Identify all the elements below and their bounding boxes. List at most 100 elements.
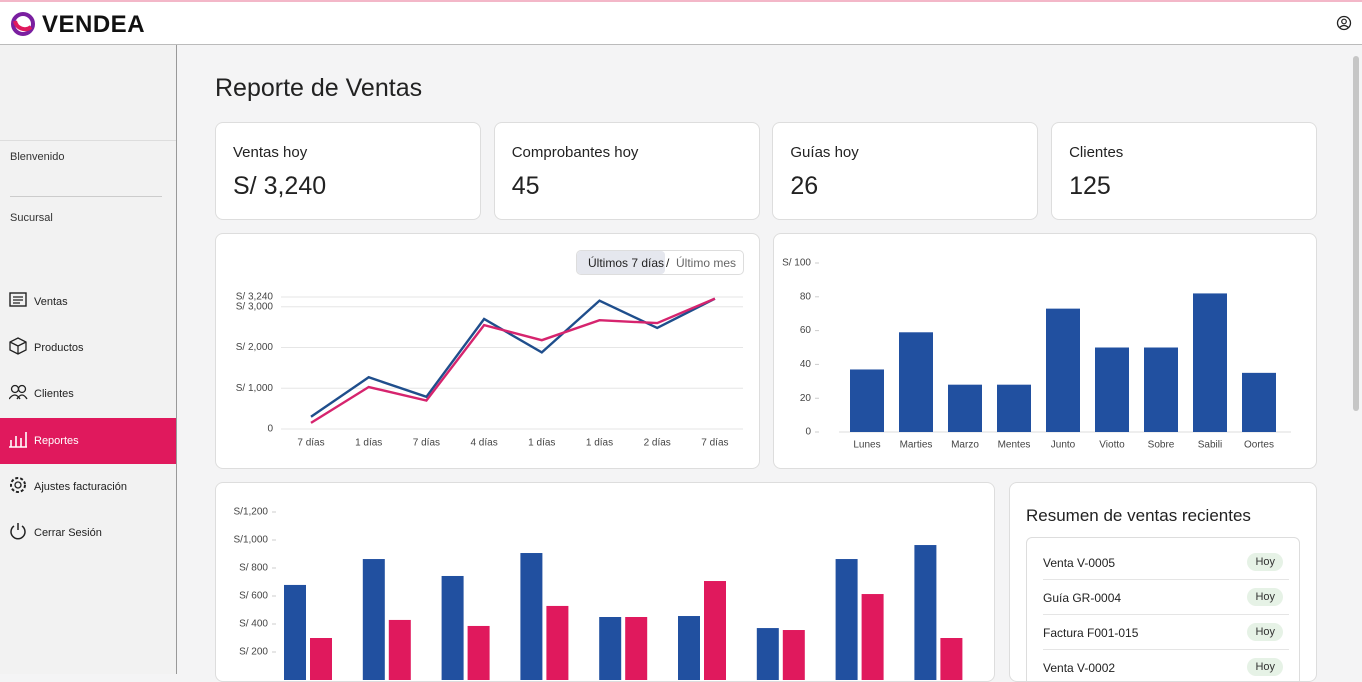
bar: [467, 625, 490, 680]
x-tick-label: Junto: [1051, 440, 1076, 451]
range-toggle: Últimos 7 días / Último mes: [576, 250, 744, 275]
recent-card: Resumen de ventas recientes Venta V-0005…: [1009, 482, 1317, 682]
y-tick-label: S/ 3,240: [236, 292, 274, 303]
bar: [704, 581, 726, 680]
y-tick-label: S/ 3,000: [236, 301, 274, 312]
y-tick-label: S/ 400: [239, 619, 268, 630]
grouped-card: S/ 200 S/ 400 S/ 600 S/ 800 S/1,000 S/1,200: [215, 482, 995, 682]
y-tick-label: 80: [800, 291, 812, 302]
user-icon[interactable]: [1336, 15, 1352, 31]
kpi-label: Clientes: [1069, 144, 1124, 161]
bar: [1046, 308, 1080, 432]
bar: [756, 628, 779, 680]
menu-item[interactable]: Reportes: [0, 417, 176, 464]
menu-label: Productos: [34, 342, 84, 355]
menu-icon: [9, 431, 27, 448]
kpi-value: S/ 3,240: [233, 172, 327, 200]
kpi-card: Guías hoy 26: [772, 122, 1039, 220]
bar: [835, 559, 858, 680]
y-tick-label: S/ 200: [239, 647, 268, 658]
y-tick-label: S/ 2,000: [236, 342, 274, 353]
kpi-label: Ventas hoy: [233, 144, 308, 161]
menu-item[interactable]: Ventas: [0, 279, 176, 325]
recent-row: Venta V-0002 Hoy: [1043, 650, 1289, 681]
menu-item[interactable]: Productos: [0, 325, 176, 371]
kpi-label: Guías hoy: [790, 144, 859, 161]
x-tick-label: 7 días: [297, 438, 324, 449]
scrollbar[interactable]: [1353, 56, 1359, 411]
line-series: [310, 297, 716, 418]
recent-name: Guía GR-0004: [1043, 591, 1122, 605]
menu-label: Reportes: [34, 434, 79, 447]
bar: [997, 384, 1031, 432]
menu-label: Ajustes facturación: [34, 480, 127, 493]
bar: [625, 617, 648, 680]
x-tick-label: 4 días: [470, 438, 497, 449]
bar-chart: 0 20 40 60 80 S/ 100 Lunes Marties Marzo Mentes Ju…: [782, 258, 1291, 451]
menu-icon: [10, 523, 26, 540]
bar: [850, 369, 884, 432]
toggle-option[interactable]: Último mes: [676, 256, 737, 270]
bar: [362, 559, 385, 680]
kpi-value: 45: [511, 172, 540, 200]
bar: [520, 553, 543, 680]
menu-icon: [9, 337, 27, 355]
bar: [441, 575, 464, 680]
menu-label: Clientes: [34, 388, 74, 401]
recent-list: Venta V-0005 Hoy Guía GR-0004 Hoy Factura F0…: [1026, 537, 1300, 681]
x-tick-label: Sobre: [1148, 440, 1175, 451]
y-tick-label: S/1,200: [234, 507, 269, 518]
status-badge: Hoy: [1247, 553, 1283, 571]
status-badge: Hoy: [1247, 623, 1283, 641]
x-tick-label: Mentes: [998, 440, 1031, 451]
kpi-card: Clientes 125: [1051, 122, 1318, 220]
x-tick-label: 1 días: [586, 438, 613, 449]
x-tick-label: 7 días: [701, 438, 728, 449]
kpi-value: 125: [1069, 172, 1111, 200]
page-title: Reporte de Ventas: [215, 74, 423, 102]
bar: [678, 616, 700, 680]
y-tick-label: S/ 1,000: [236, 383, 274, 394]
x-tick-label: Marzo: [951, 440, 979, 451]
bar: [861, 594, 884, 680]
bar: [599, 617, 622, 680]
menu-item[interactable]: Clientes: [0, 371, 176, 417]
y-tick-label: S/ 100: [782, 258, 811, 269]
line-series: [310, 297, 716, 424]
x-tick-label: Lunes: [853, 440, 880, 451]
x-tick-label: Marties: [900, 440, 933, 451]
x-tick-label: 1 días: [355, 438, 382, 449]
recent-row: Guía GR-0004 Hoy: [1043, 580, 1289, 615]
kpi-value: 26: [790, 172, 819, 200]
bar: [914, 545, 937, 680]
logo: [11, 12, 35, 36]
y-tick-label: S/ 600: [239, 591, 268, 602]
recent-name: Factura F001-015: [1043, 626, 1139, 640]
y-tick-label: 20: [800, 393, 812, 404]
bar: [1193, 293, 1227, 432]
recent-name: Venta V-0005: [1043, 556, 1116, 570]
welcome: Blenvenido: [10, 151, 65, 163]
x-tick-label: 2 días: [644, 438, 671, 449]
x-tick-label: Sabili: [1198, 440, 1222, 451]
menu-item[interactable]: Cerrar Sesión: [0, 510, 176, 556]
status-badge: Hoy: [1247, 658, 1283, 676]
kpi-card: Comprobantes hoy 45: [493, 122, 760, 220]
sidebar: Blenvenido Sucursal Ventas Productos Clien…: [0, 45, 177, 674]
brand: VENDEA: [42, 11, 146, 38]
bar: [546, 605, 569, 680]
recent-title: Resumen de ventas recientes: [1026, 506, 1251, 525]
kpi-label: Comprobantes hoy: [511, 144, 639, 161]
toggle-option[interactable]: Últimos 7 días: [588, 256, 665, 270]
x-tick-label: 7 días: [413, 438, 440, 449]
y-tick-label: 0: [267, 424, 273, 435]
menu-item[interactable]: Ajustes facturación: [0, 464, 176, 510]
bar: [284, 584, 306, 680]
y-tick-label: 60: [800, 325, 812, 336]
y-tick-label: S/1,000: [234, 535, 269, 546]
header: VENDEA: [0, 0, 1362, 45]
toggle-separator: /: [666, 256, 670, 270]
x-tick-label: Viotto: [1099, 440, 1125, 451]
